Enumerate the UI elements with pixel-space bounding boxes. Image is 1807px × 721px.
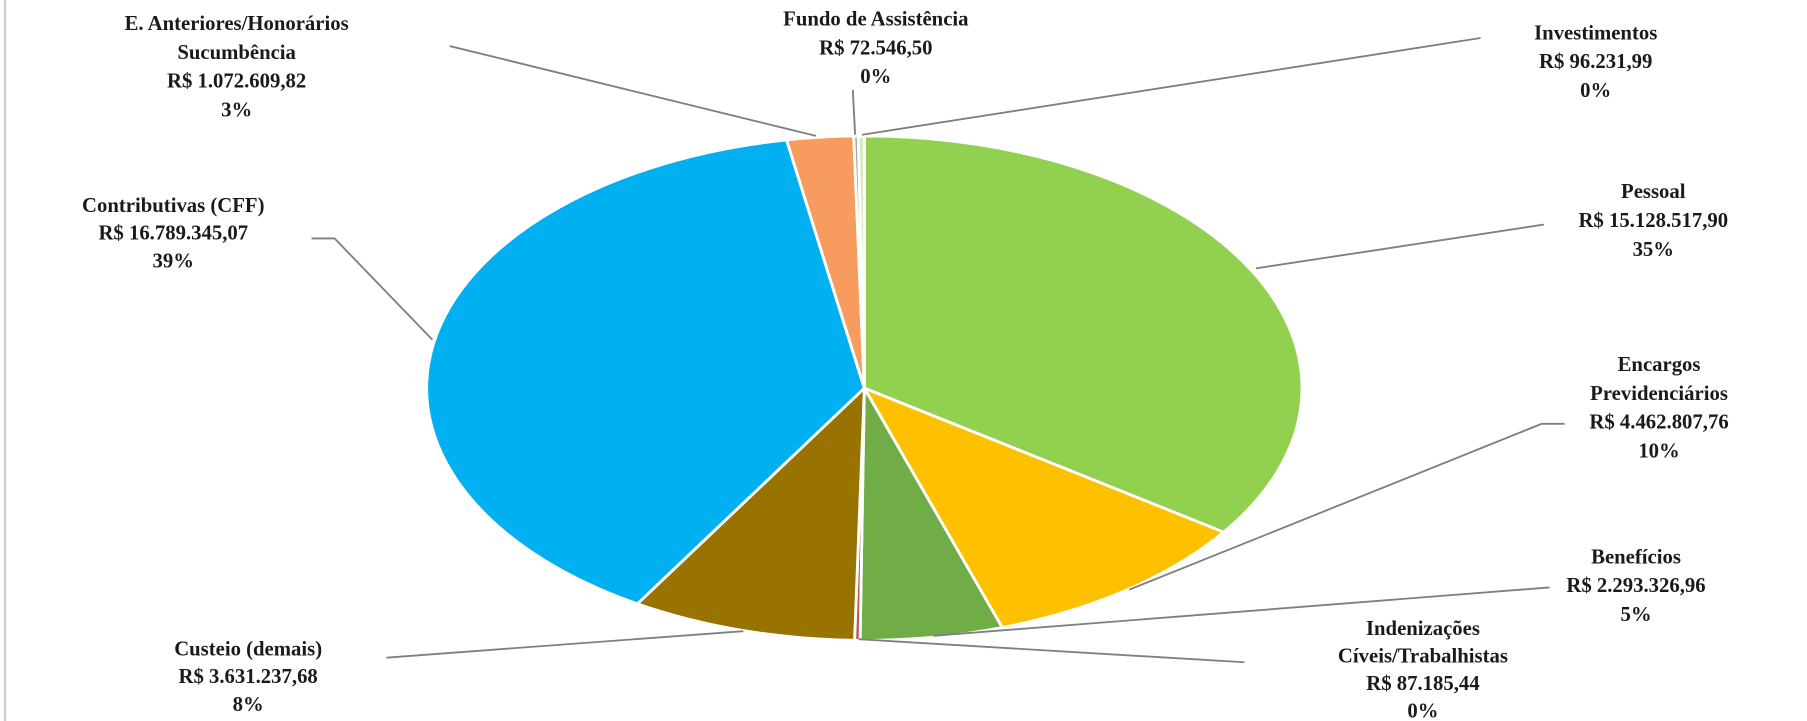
slice-percent: 3%: [221, 99, 252, 121]
slice-percent: 5%: [1620, 604, 1651, 626]
leader-line: [933, 586, 1550, 637]
slice-value: R$ 1.072.609,82: [167, 71, 306, 93]
slice-percent: 0%: [1407, 701, 1438, 721]
slice-label: Indenizações: [1366, 618, 1480, 640]
slice-percent: 0%: [860, 66, 891, 88]
slice-label: Encargos: [1618, 354, 1701, 376]
slice-label: E. Anteriores/Honorários: [125, 13, 349, 35]
slice-value: R$ 16.789.345,07: [98, 223, 248, 245]
slice-label: Investimentos: [1534, 22, 1657, 44]
slice-value: R$ 72.546,50: [819, 37, 932, 59]
slice-percent: 8%: [233, 694, 264, 716]
slice-label: Custeio (demais): [174, 638, 322, 660]
slice-percent: 39%: [153, 250, 194, 272]
slice-label: Benefícios: [1591, 546, 1681, 568]
leader-line: [1128, 422, 1565, 591]
pie-slice: [634, 384, 866, 642]
pie-slice: [862, 134, 1304, 534]
slice-label: Sucumbência: [177, 42, 296, 64]
slice-value: R$ 15.128.517,90: [1578, 210, 1728, 232]
slice-value: R$ 96.231,99: [1539, 51, 1652, 73]
leader-line: [1255, 223, 1545, 270]
slice-label: Previdenciários: [1590, 383, 1728, 405]
slice-percent: 35%: [1633, 239, 1674, 261]
slice-value: R$ 3.631.237,68: [179, 666, 318, 688]
pie-slice: [856, 134, 866, 389]
slice-label: Fundo de Assistência: [783, 8, 969, 30]
pie-slice: [861, 385, 1227, 630]
leader-line: [861, 37, 1481, 136]
leader-line: [311, 237, 434, 341]
slice-percent: 0%: [1580, 80, 1611, 102]
slice-label: Contributivas (CFF): [82, 195, 264, 217]
slice-value: R$ 4.462.807,76: [1589, 412, 1728, 434]
slice-label: Cíveis/Trabalhistas: [1338, 645, 1508, 667]
slice-value: R$ 2.293.326,96: [1566, 575, 1705, 597]
pie-slice: [425, 138, 866, 606]
leader-line: [858, 638, 1245, 664]
slice-label: Pessoal: [1621, 181, 1686, 203]
slice-value: R$ 87.185,44: [1366, 673, 1479, 695]
leader-line: [851, 89, 857, 135]
slice-percent: 10%: [1638, 440, 1679, 462]
leader-line: [449, 45, 817, 137]
leader-line: [386, 630, 744, 659]
